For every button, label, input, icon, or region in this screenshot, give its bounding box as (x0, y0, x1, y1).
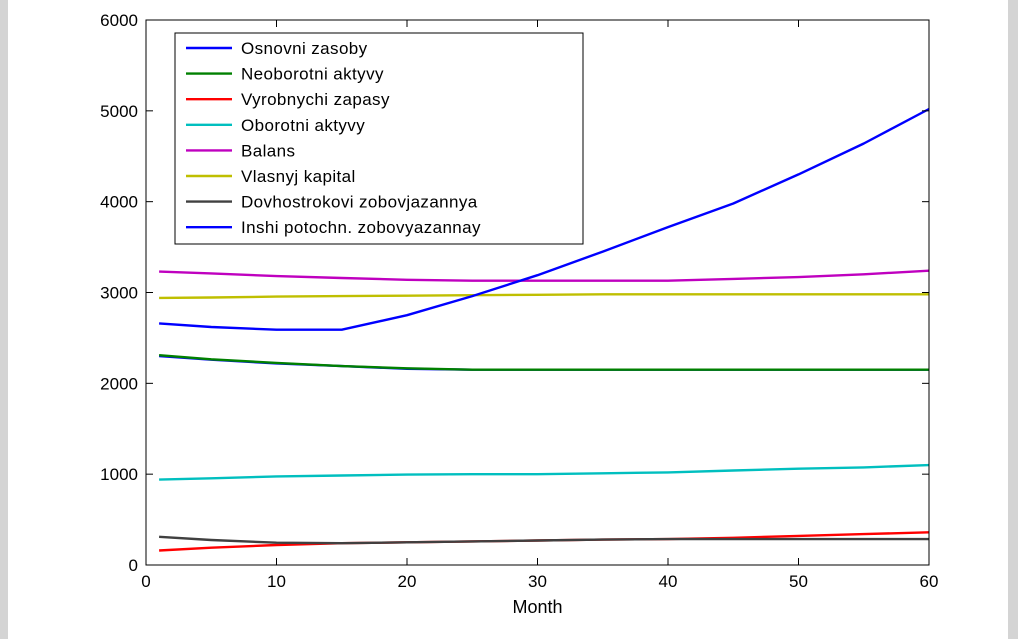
series-line-8 (159, 107, 930, 331)
y-tick-label-5: 5000 (100, 102, 138, 121)
legend: Osnovni zasoby Neoborotni aktyvy Vyrobnych… (174, 32, 584, 245)
series-line-5 (159, 269, 930, 282)
x-tick-label-1: 10 (267, 572, 286, 591)
y-tick-label-3: 3000 (100, 284, 138, 303)
figure-canvas: 0 10 20 30 40 50 60 0 1000 2000 3000 4000 5000 6000 M… (8, 0, 1008, 639)
y-tick-label-1: 1000 (100, 465, 138, 484)
legend-label-2: Neoborotni aktyvy (241, 65, 384, 84)
y-tick-label-6: 6000 (100, 11, 138, 30)
legend-label-8: Inshi potochn. zobovyazannay (241, 218, 481, 237)
x-tick-label-5: 50 (789, 572, 808, 591)
x-tick-label-4: 40 (659, 572, 678, 591)
y-tick-label-4: 4000 (100, 193, 138, 212)
x-axis-label: Month (512, 597, 562, 617)
x-tick-label-6: 60 (920, 572, 939, 591)
series-line-7 (159, 535, 929, 545)
legend-label-3: Vyrobnychi zapasy (241, 90, 390, 109)
legend-label-5: Balans (241, 141, 295, 160)
legend-label-7: Dovhostrokovi zobovjazannya (241, 193, 478, 212)
x-tick-label-2: 20 (398, 572, 417, 591)
y-tick-label-2: 2000 (100, 374, 138, 393)
ticks-layer: 0 10 20 30 40 50 60 0 1000 2000 3000 4000 5000 6000 (100, 11, 938, 591)
y-tick-label-0: 0 (129, 556, 138, 575)
series-layer (159, 107, 930, 552)
series-line-6 (159, 293, 929, 300)
series-line-4 (159, 463, 930, 481)
series-line-2 (159, 354, 929, 371)
line-chart: 0 10 20 30 40 50 60 0 1000 2000 3000 4000 5000 6000 M… (100, 11, 938, 617)
legend-label-1: Osnovni zasoby (241, 39, 368, 58)
x-tick-label-3: 30 (528, 572, 547, 591)
legend-label-4: Oborotni aktyvy (241, 116, 365, 135)
x-tick-label-0: 0 (141, 572, 150, 591)
legend-label-6: Vlasnyj kapital (241, 167, 356, 186)
legend-box (174, 32, 584, 245)
